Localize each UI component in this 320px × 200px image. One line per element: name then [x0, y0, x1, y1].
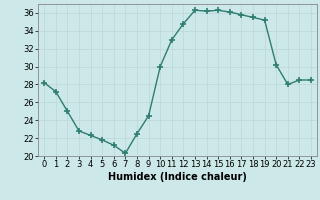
X-axis label: Humidex (Indice chaleur): Humidex (Indice chaleur)	[108, 172, 247, 182]
